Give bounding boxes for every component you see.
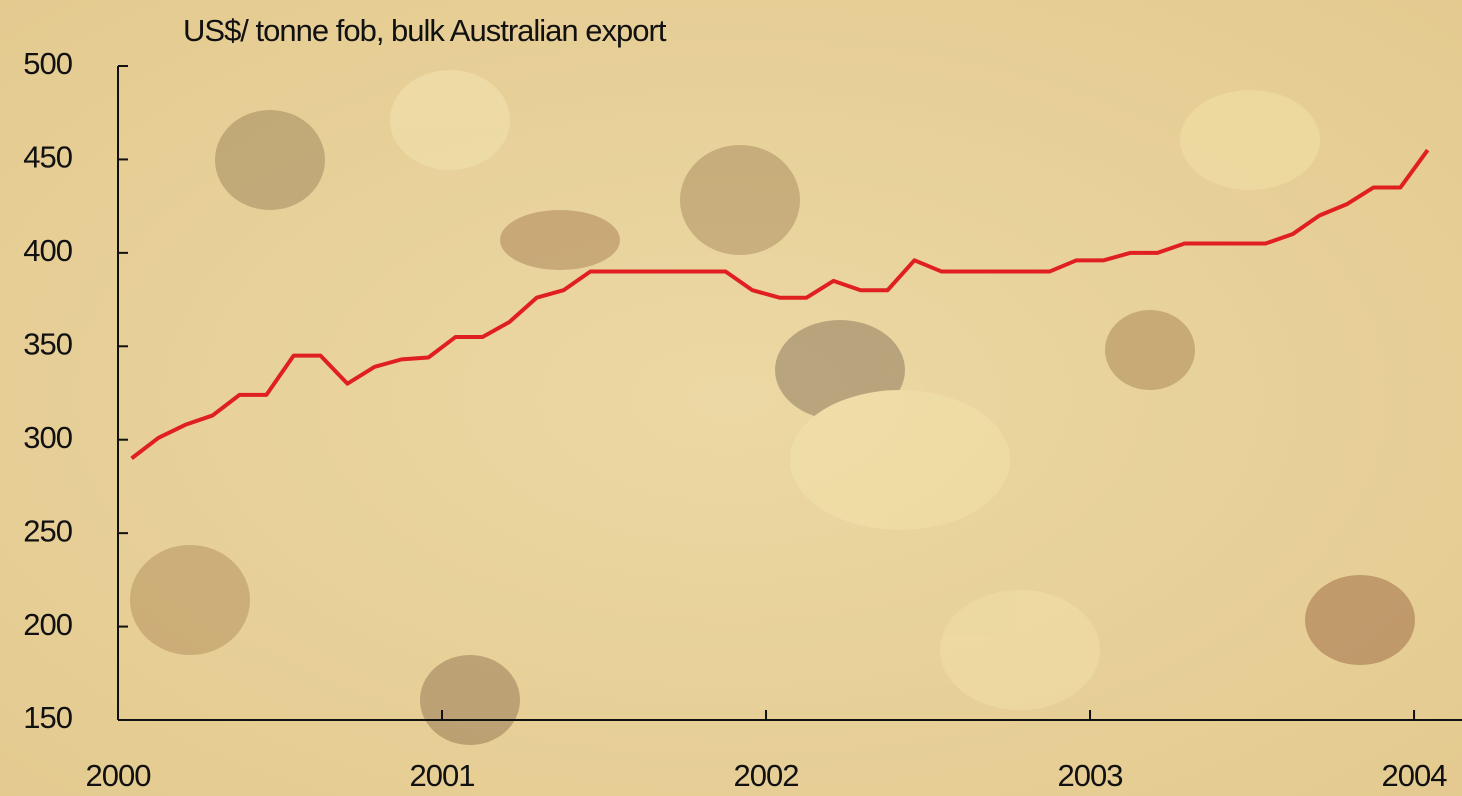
y-tick-label: 300 [23,420,72,455]
chart-title: US$/ tonne fob, bulk Australian export [183,13,667,48]
y-tick-label: 400 [23,233,72,268]
y-tick-label: 200 [23,607,72,642]
y-tick-label: 350 [23,326,72,361]
x-tick-label: 2000 [86,758,152,793]
y-tick-label: 250 [23,513,72,548]
y-tick-label: 150 [23,700,72,735]
x-tick-label: 2003 [1058,758,1123,793]
x-tick-label: 2002 [734,758,799,793]
y-tick-label: 500 [23,46,72,81]
x-tick-label: 2001 [410,758,475,793]
x-tick-label: 2004 [1382,758,1448,793]
chart: US$/ tonne fob, bulk Australian export 1… [0,0,1462,796]
y-tick-label: 450 [23,140,72,175]
